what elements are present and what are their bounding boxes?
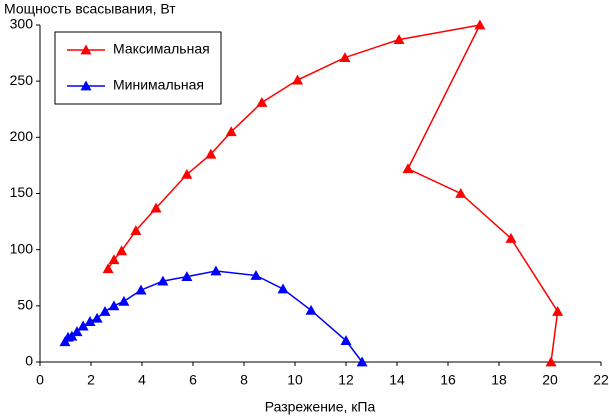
marker	[108, 254, 120, 265]
marker	[99, 305, 111, 316]
marker	[339, 52, 351, 62]
x-tick-label: 14	[389, 372, 405, 388]
x-tick-label: 0	[36, 372, 44, 388]
marker	[356, 356, 368, 367]
marker	[181, 271, 193, 282]
y-tick-label: 0	[25, 353, 33, 369]
x-tick-label: 18	[491, 372, 507, 388]
series-line	[64, 270, 363, 363]
marker	[256, 97, 268, 107]
marker	[205, 148, 217, 159]
marker	[402, 163, 414, 174]
legend-label: Максимальная	[113, 41, 210, 57]
marker	[108, 300, 120, 311]
marker	[552, 305, 564, 316]
marker	[250, 270, 262, 280]
y-tick-label: 50	[17, 297, 33, 313]
marker	[102, 263, 114, 274]
y-tick-label: 250	[10, 72, 34, 88]
x-axis-title: Разрежение, кПа	[265, 399, 376, 415]
y-tick-label: 300	[10, 16, 34, 32]
marker	[474, 19, 486, 30]
marker	[393, 34, 405, 45]
x-tick-label: 22	[593, 372, 609, 388]
x-tick-label: 4	[138, 372, 146, 388]
marker	[292, 74, 304, 85]
marker	[277, 283, 289, 294]
marker	[545, 356, 557, 367]
marker	[130, 225, 142, 235]
y-tick-label: 100	[10, 240, 34, 256]
legend-marker	[80, 80, 92, 91]
marker	[91, 312, 103, 323]
x-tick-label: 20	[542, 372, 558, 388]
x-tick-label: 6	[189, 372, 197, 388]
marker	[71, 326, 83, 337]
x-tick-label: 10	[287, 372, 303, 388]
marker	[505, 232, 517, 243]
marker	[116, 245, 128, 256]
legend-label: Минимальная	[113, 77, 204, 93]
marker	[157, 275, 169, 286]
marker	[135, 284, 147, 295]
marker	[77, 320, 89, 331]
x-tick-label: 12	[338, 372, 354, 388]
marker	[225, 126, 237, 137]
y-axis-title: Мощность всасывания, Вт	[4, 1, 176, 17]
y-tick-label: 150	[10, 184, 34, 200]
legend-marker	[80, 44, 92, 55]
y-tick-label: 200	[10, 128, 34, 144]
marker	[340, 335, 352, 346]
marker	[84, 316, 96, 326]
marker	[455, 188, 467, 198]
marker	[305, 304, 317, 315]
x-tick-label: 8	[240, 372, 248, 388]
marker	[118, 295, 130, 306]
marker	[150, 202, 162, 213]
marker	[181, 168, 193, 179]
marker	[210, 265, 222, 276]
legend-box	[54, 31, 222, 105]
x-tick-label: 16	[440, 372, 456, 388]
x-tick-label: 2	[87, 372, 95, 388]
